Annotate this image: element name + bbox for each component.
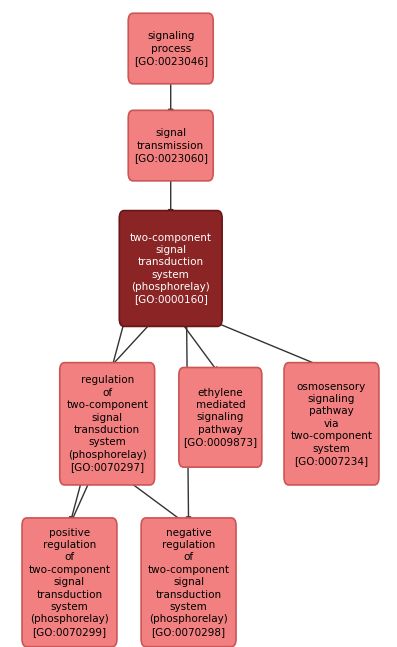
FancyBboxPatch shape bbox=[22, 518, 117, 647]
FancyBboxPatch shape bbox=[179, 367, 262, 467]
FancyBboxPatch shape bbox=[60, 362, 155, 485]
Text: ethylene
mediated
signaling
pathway
[GO:0009873]: ethylene mediated signaling pathway [GO:… bbox=[183, 388, 257, 447]
Text: osmosensory
signaling
pathway
via
two-component
system
[GO:0007234]: osmosensory signaling pathway via two-co… bbox=[291, 382, 372, 466]
Text: two-component
signal
transduction
system
(phosphorelay)
[GO:0000160]: two-component signal transduction system… bbox=[130, 232, 212, 305]
Text: signal
transmission
[GO:0023060]: signal transmission [GO:0023060] bbox=[134, 128, 208, 163]
FancyBboxPatch shape bbox=[128, 14, 213, 83]
FancyBboxPatch shape bbox=[128, 110, 213, 181]
FancyBboxPatch shape bbox=[119, 211, 222, 327]
Text: regulation
of
two-component
signal
transduction
system
(phosphorelay)
[GO:007029: regulation of two-component signal trans… bbox=[66, 375, 148, 472]
FancyBboxPatch shape bbox=[284, 362, 379, 485]
Text: negative
regulation
of
two-component
signal
transduction
system
(phosphorelay)
[: negative regulation of two-component sig… bbox=[148, 528, 229, 637]
FancyBboxPatch shape bbox=[141, 518, 236, 647]
Text: positive
regulation
of
two-component
signal
transduction
system
(phosphorelay)
[: positive regulation of two-component sig… bbox=[29, 528, 110, 637]
Text: signaling
process
[GO:0023046]: signaling process [GO:0023046] bbox=[134, 31, 208, 66]
